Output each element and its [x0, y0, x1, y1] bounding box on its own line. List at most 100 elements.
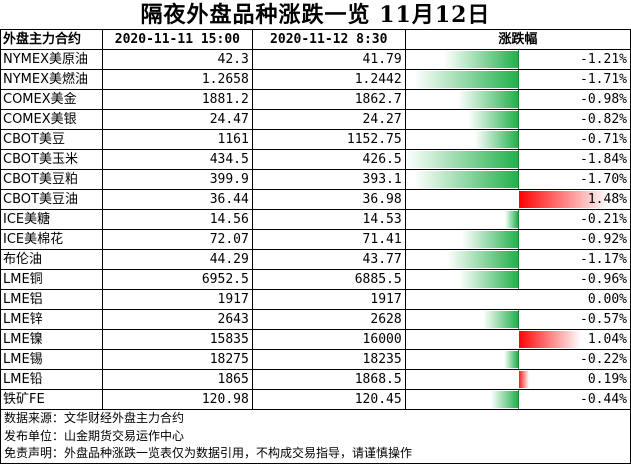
zero-axis [517, 250, 519, 269]
publisher-note: 发布单位：山金期货交易运作中心 [4, 428, 185, 443]
curr-price: 393.1 [251, 169, 406, 190]
table-row: LME铝 1917 1917 0.00% [0, 289, 631, 310]
zero-axis [517, 210, 519, 229]
change-percent: 1.04% [587, 332, 627, 347]
contract-name: COMEX美金 [0, 89, 103, 110]
zero-axis [517, 50, 519, 69]
prev-price: 42.3 [101, 49, 253, 70]
prev-price: 1161 [101, 129, 253, 150]
header-contract: 外盘主力合约 [0, 29, 103, 50]
change-cell: -0.71% [404, 129, 631, 150]
change-cell: -1.84% [404, 149, 631, 170]
curr-price: 1862.7 [251, 89, 406, 110]
prev-price: 1917 [101, 289, 253, 310]
prev-price: 1881.2 [101, 89, 253, 110]
zero-axis [517, 370, 519, 389]
change-bar-down [459, 271, 518, 288]
change-bar-down [504, 351, 518, 368]
change-cell: 1.04% [404, 329, 631, 350]
change-bar-up [517, 331, 582, 348]
prev-price: 399.9 [101, 169, 253, 190]
change-percent: -1.71% [580, 72, 627, 87]
table-row: ICE美棉花 72.07 71.41 -0.92% [0, 229, 631, 250]
change-percent: -1.21% [580, 52, 627, 67]
curr-price: 18235 [251, 349, 406, 370]
contract-name: COMEX美银 [0, 109, 103, 130]
zero-axis [517, 130, 519, 149]
change-bar-down [505, 211, 518, 228]
header-curr-time: 2020-11-12 8:30 [251, 29, 406, 50]
curr-price: 6885.5 [251, 269, 406, 290]
contract-name: CBOT美豆粕 [0, 169, 103, 190]
change-bar-up [517, 371, 530, 388]
header-change: 涨跌幅 [404, 29, 631, 50]
change-percent: -0.71% [580, 132, 627, 147]
contract-name: CBOT美玉米 [0, 149, 103, 170]
contract-name: LME铜 [0, 269, 103, 290]
table-row: COMEX美金 1881.2 1862.7 -0.98% [0, 89, 631, 110]
change-percent: -1.70% [580, 172, 627, 187]
contract-name: CBOT美豆油 [0, 189, 103, 210]
table-row: NYMEX美原油 42.3 41.79 -1.21% [0, 49, 631, 70]
change-bar-down [414, 171, 518, 188]
change-bar-up [517, 191, 608, 208]
table-row: LME锡 18275 18235 -0.22% [0, 349, 631, 370]
change-cell: -0.98% [404, 89, 631, 110]
page-title: 隔夜外盘品种涨跌一览 11月12日 [140, 2, 491, 28]
change-cell: -0.92% [404, 229, 631, 250]
change-percent: 0.00% [587, 292, 627, 307]
table-row: NYMEX美燃油 1.2658 1.2442 -1.71% [0, 69, 631, 90]
change-cell: 0.19% [404, 369, 631, 390]
change-cell: -0.82% [404, 109, 631, 130]
zero-axis [517, 70, 519, 89]
change-cell: -0.57% [404, 309, 631, 330]
zero-axis [517, 230, 519, 249]
change-percent: -1.17% [580, 252, 627, 267]
zero-axis [517, 90, 519, 109]
zero-axis [517, 350, 519, 369]
zero-axis [517, 290, 519, 309]
change-cell: -1.17% [404, 249, 631, 270]
change-bar-down [444, 51, 518, 68]
curr-price: 41.79 [251, 49, 406, 70]
change-cell: -1.71% [404, 69, 631, 90]
prev-price: 24.47 [101, 109, 253, 130]
change-bar-down [461, 231, 518, 248]
prev-price: 2643 [101, 309, 253, 330]
prev-price: 14.56 [101, 209, 253, 230]
table-row: CBOT美玉米 434.5 426.5 -1.84% [0, 149, 631, 170]
curr-price: 16000 [251, 329, 406, 350]
change-percent: -0.98% [580, 92, 627, 107]
curr-price: 71.41 [251, 229, 406, 250]
contract-name: ICE美棉花 [0, 229, 103, 250]
change-bar-down [467, 111, 518, 128]
prev-price: 120.98 [101, 389, 253, 410]
prev-price: 1865 [101, 369, 253, 390]
header-prev-time: 2020-11-11 15:00 [101, 29, 253, 50]
contract-name: LME锡 [0, 349, 103, 370]
prev-price: 434.5 [101, 149, 253, 170]
prev-price: 44.29 [101, 249, 253, 270]
change-bar-down [413, 71, 518, 88]
zero-axis [517, 270, 519, 289]
prev-price: 1.2658 [101, 69, 253, 90]
change-percent: -0.44% [580, 392, 627, 407]
contract-name: LME镍 [0, 329, 103, 350]
change-percent: 0.19% [587, 372, 627, 387]
change-cell: 0.00% [404, 289, 631, 310]
contract-name: NYMEX美燃油 [0, 69, 103, 90]
table-row: LME锌 2643 2628 -0.57% [0, 309, 631, 330]
table-row: 铁矿FE 120.98 120.45 -0.44% [0, 389, 631, 410]
change-percent: -0.96% [580, 272, 627, 287]
zero-axis [517, 110, 519, 129]
curr-price: 1868.5 [251, 369, 406, 390]
table-row: CBOT美豆粕 399.9 393.1 -1.70% [0, 169, 631, 190]
table-row: ICE美糖 14.56 14.53 -0.21% [0, 209, 631, 230]
change-percent: 1.48% [587, 192, 627, 207]
table-row: CBOT美豆油 36.44 36.98 1.48% [0, 189, 631, 210]
change-cell: 1.48% [404, 189, 631, 210]
data-source-note: 数据来源：文华财经外盘主力合约 [4, 411, 185, 425]
table-row: LME镍 15835 16000 1.04% [0, 329, 631, 350]
curr-price: 14.53 [251, 209, 406, 230]
